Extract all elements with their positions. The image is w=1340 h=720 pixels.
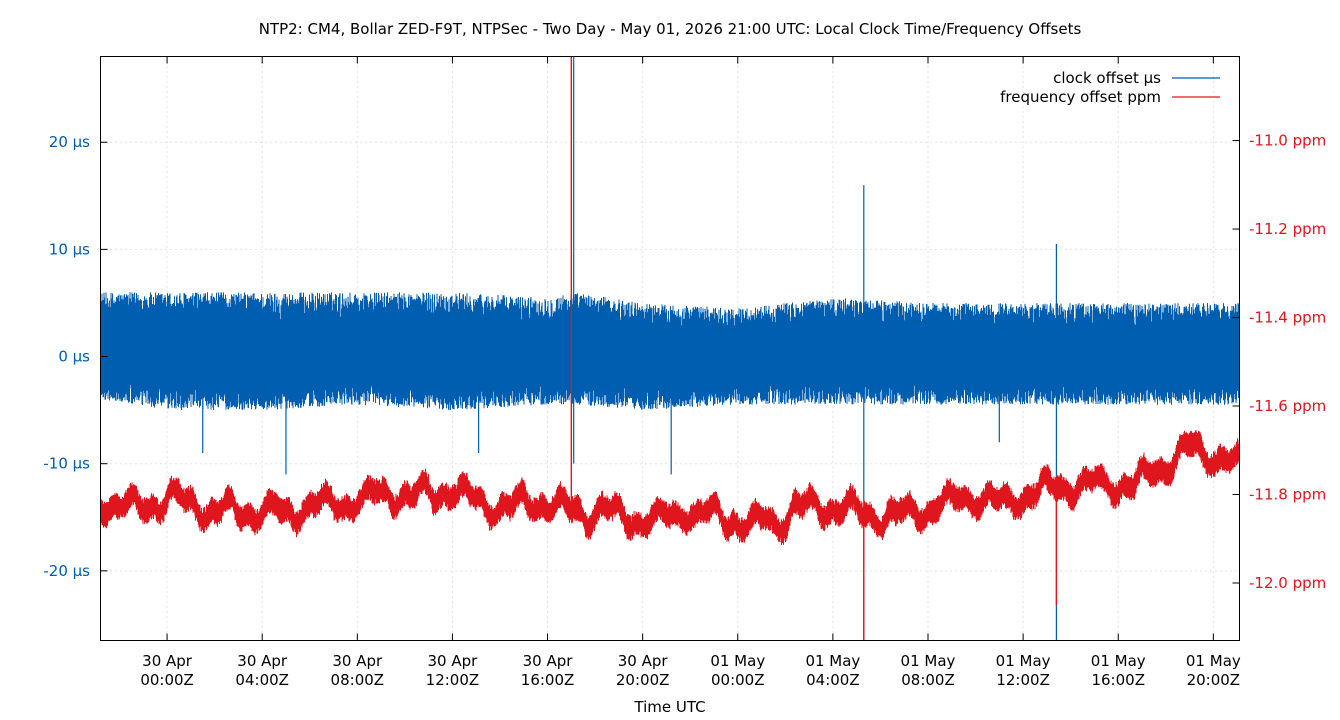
x-tick-date: 01 May — [901, 652, 956, 670]
x-axis-label: Time UTC — [633, 698, 705, 716]
x-tick-time: 16:00Z — [521, 671, 575, 689]
legend-label: frequency offset ppm — [1000, 88, 1161, 106]
x-tick-time: 00:00Z — [711, 671, 765, 689]
x-tick-date: 01 May — [1091, 652, 1146, 670]
x-tick-time: 20:00Z — [616, 671, 670, 689]
legend-label: clock offset µs — [1053, 69, 1161, 87]
x-tick-date: 01 May — [1186, 652, 1241, 670]
y2-tick-label: -11.6 ppm — [1249, 397, 1326, 415]
x-tick-date: 01 May — [805, 652, 860, 670]
x-tick-date: 30 Apr — [332, 652, 383, 670]
y2-tick-label: -11.2 ppm — [1249, 220, 1326, 238]
x-tick-time: 08:00Z — [331, 671, 385, 689]
x-tick-time: 12:00Z — [996, 671, 1050, 689]
x-tick-time: 08:00Z — [901, 671, 955, 689]
y2-tick-label: -12.0 ppm — [1249, 574, 1326, 592]
y-axis-left: 20 µs 10 µs 0 µs -10 µs -20 µs — [43, 133, 108, 580]
y-tick-label: 20 µs — [49, 133, 90, 151]
x-tick-date: 30 Apr — [618, 652, 669, 670]
y-tick-label: 10 µs — [49, 240, 90, 258]
x-tick-date: 30 Apr — [428, 652, 479, 670]
y2-tick-label: -11.0 ppm — [1249, 132, 1326, 150]
x-tick-time: 16:00Z — [1091, 671, 1145, 689]
x-tick-time: 20:00Z — [1187, 671, 1241, 689]
x-tick-date: 30 Apr — [237, 652, 288, 670]
chart-title: NTP2: CM4, Bollar ZED-F9T, NTPSec - Two … — [259, 20, 1082, 38]
series-clock-offset — [100, 56, 1240, 641]
x-tick-date: 01 May — [710, 652, 765, 670]
x-tick-date: 30 Apr — [142, 652, 193, 670]
x-tick-time: 04:00Z — [235, 671, 289, 689]
y-axis-right: -11.0 ppm -11.2 ppm -11.4 ppm -11.6 ppm -11.… — [1232, 132, 1326, 592]
frequency-offset-line — [100, 430, 1240, 546]
y-tick-label: 0 µs — [58, 348, 90, 366]
y-tick-label: -20 µs — [43, 562, 90, 580]
y-tick-label: -10 µs — [43, 455, 90, 473]
x-tick-date: 01 May — [996, 652, 1051, 670]
clock-offset-line — [100, 292, 1240, 410]
x-tick-time: 12:00Z — [426, 671, 480, 689]
y2-tick-label: -11.8 ppm — [1249, 486, 1326, 504]
x-tick-time: 04:00Z — [806, 671, 860, 689]
plot-frame — [100, 56, 1240, 641]
x-tick-time: 00:00Z — [140, 671, 194, 689]
x-tick-date: 30 Apr — [523, 652, 574, 670]
y2-tick-label: -11.4 ppm — [1249, 309, 1326, 327]
